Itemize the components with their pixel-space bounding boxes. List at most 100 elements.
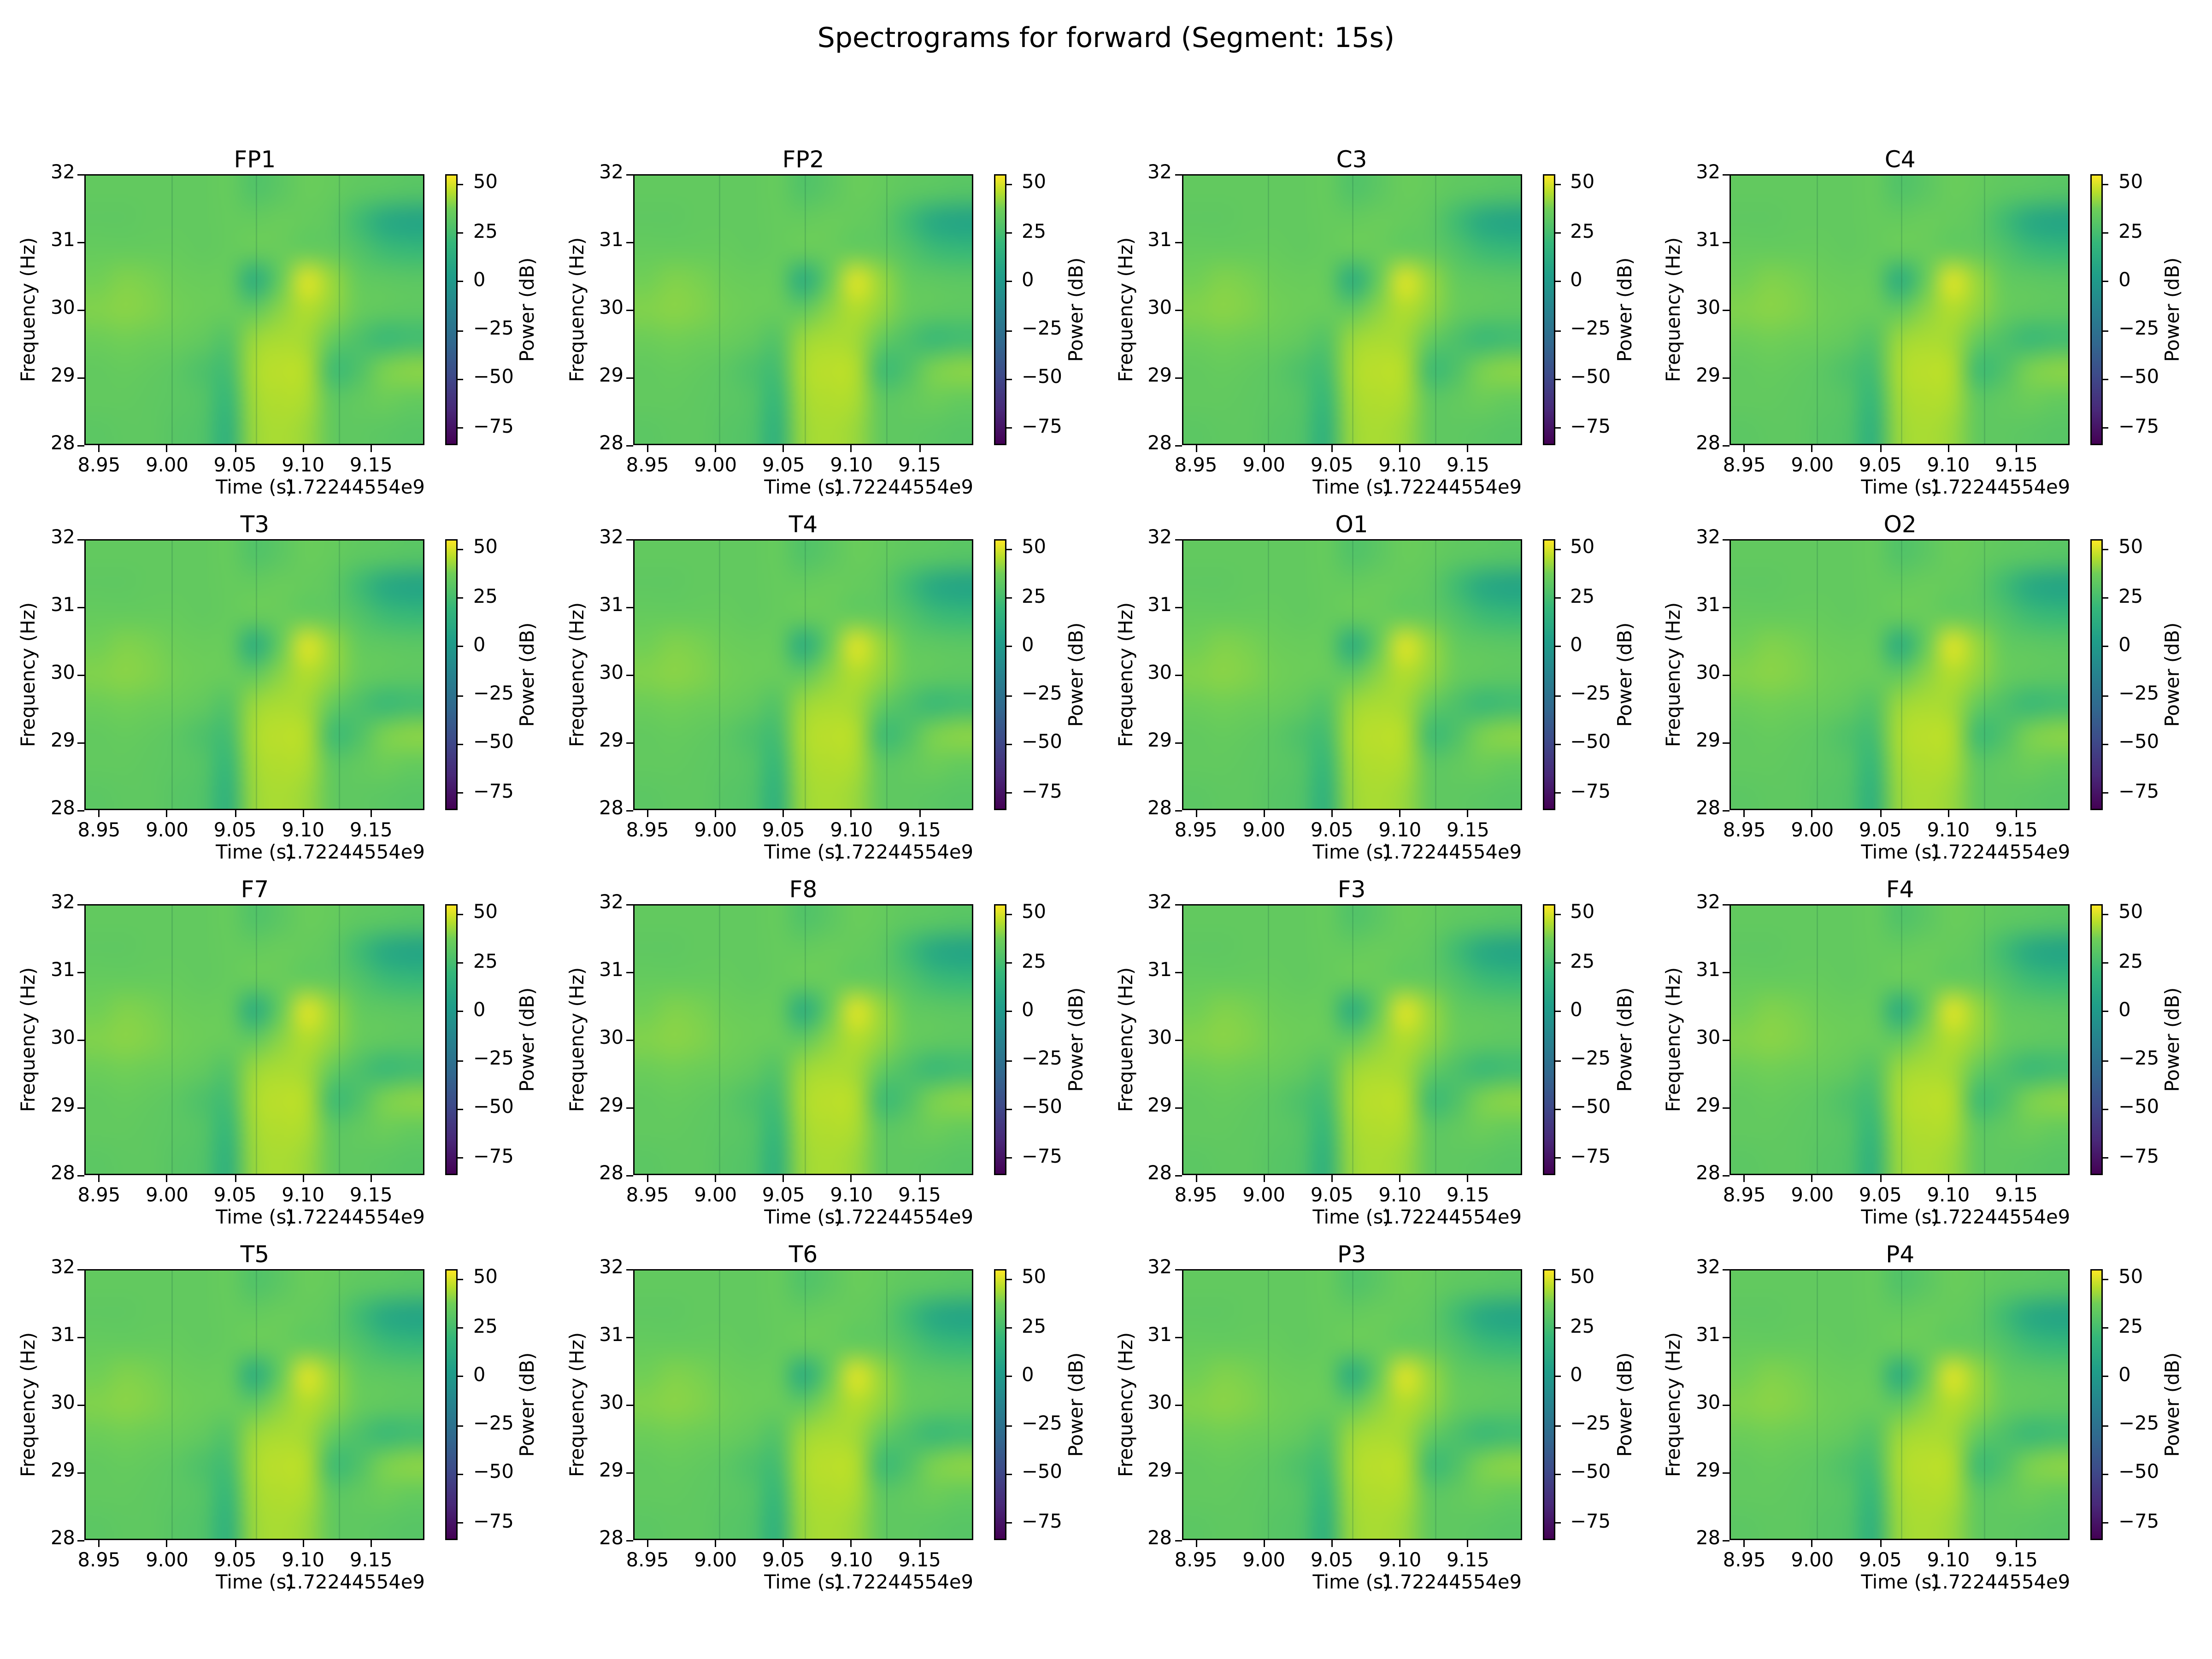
y-tick-label: 28	[1696, 1528, 1721, 1550]
x-tick-mark	[1812, 1540, 1813, 1547]
x-tick-label: 9.00	[1242, 1185, 1286, 1207]
subplot-title: T3	[240, 510, 270, 538]
y-tick-mark	[1723, 309, 1730, 311]
x-tick-mark	[782, 810, 784, 818]
subplot: T3 Frequency (Hz) Time (s) 1.72244554e9 …	[16, 487, 563, 865]
subplot: T6 Frequency (Hz) Time (s) 1.72244554e9 …	[564, 1217, 1112, 1594]
y-tick-mark	[626, 1269, 633, 1271]
x-tick-label: 9.05	[213, 1550, 257, 1572]
subplot-title: F3	[1337, 875, 1366, 903]
y-tick-label: 29	[599, 365, 624, 388]
x-tick-mark	[1399, 445, 1401, 453]
y-tick-label: 28	[50, 798, 75, 820]
colorbar-tick-mark	[1555, 792, 1561, 794]
colorbar-tick-label: 50	[2118, 1267, 2143, 1289]
x-tick-label: 9.10	[1927, 1185, 1970, 1207]
y-tick-label: 31	[599, 1324, 624, 1347]
colorbar-tick-mark	[1006, 1059, 1012, 1061]
x-tick-mark	[1263, 1175, 1265, 1182]
x-tick-mark	[1467, 810, 1469, 818]
y-tick-mark	[1175, 1269, 1182, 1271]
spectrogram-heatmap	[1731, 1271, 2069, 1539]
colorbar-tick-mark	[1555, 1522, 1561, 1524]
colorbar-tick-mark	[1555, 694, 1561, 696]
colorbar-tick-label: 0	[1022, 269, 1034, 292]
y-tick-mark	[1723, 1404, 1730, 1406]
y-tick-label: 32	[1696, 892, 1721, 914]
y-tick-label: 30	[50, 1027, 75, 1050]
y-tick-mark	[1723, 1039, 1730, 1041]
y-tick-mark	[1175, 539, 1182, 541]
y-tick-label: 31	[1696, 229, 1721, 252]
x-tick-label: 9.00	[146, 1550, 188, 1572]
y-tick-mark	[626, 1107, 633, 1109]
x-tick-label: 9.00	[1791, 1185, 1834, 1207]
segment-boundary-line	[338, 906, 340, 1174]
subplot-title: FP2	[782, 145, 824, 173]
y-tick-mark	[1723, 445, 1730, 447]
colorbar	[1542, 904, 1555, 1176]
colorbar-label: Power (dB)	[1614, 988, 1637, 1093]
y-tick-label: 32	[1696, 1257, 1721, 1279]
colorbar-tick-mark	[458, 232, 464, 234]
y-tick-mark	[1175, 1472, 1182, 1474]
x-tick-label: 8.95	[77, 455, 121, 477]
y-tick-mark	[77, 904, 85, 906]
x-tick-mark	[647, 445, 648, 453]
x-tick-label: 9.15	[1447, 820, 1489, 842]
y-tick-label: 30	[1147, 297, 1172, 320]
x-tick-mark	[302, 1540, 304, 1547]
colorbar-tick-label: 0	[473, 999, 486, 1022]
x-tick-label: 9.10	[830, 455, 873, 477]
segment-boundary-line	[1816, 1271, 1818, 1539]
spectrogram-heatmap	[635, 906, 972, 1174]
colorbar	[1542, 539, 1555, 811]
x-axis-label: Time (s)	[1861, 842, 1939, 865]
x-tick-mark	[234, 1540, 236, 1547]
colorbar-tick-mark	[2103, 232, 2109, 234]
colorbar-tick-mark	[1555, 1157, 1561, 1159]
colorbar-tick-label: −50	[1022, 367, 1062, 389]
colorbar-tick-mark	[458, 1327, 464, 1329]
colorbar-tick-label: −50	[1022, 1097, 1062, 1119]
subplot-title: FP1	[234, 145, 276, 173]
subplot: O2 Frequency (Hz) Time (s) 1.72244554e9 …	[1661, 487, 2208, 865]
y-tick-mark	[1723, 1336, 1730, 1338]
x-tick-label: 9.10	[1927, 455, 1970, 477]
x-tick-label: 8.95	[1174, 1185, 1218, 1207]
x-tick-mark	[1812, 810, 1813, 818]
y-tick-label: 31	[1147, 229, 1172, 252]
subplot: FP2 Frequency (Hz) Time (s) 1.72244554e9…	[564, 122, 1112, 500]
x-axis-label: Time (s)	[216, 477, 294, 500]
segment-boundary-line	[719, 541, 721, 809]
x-tick-label: 9.10	[1927, 820, 1970, 842]
subplot: P3 Frequency (Hz) Time (s) 1.72244554e9 …	[1112, 1217, 1660, 1594]
y-tick-label: 32	[1147, 162, 1172, 184]
x-tick-mark	[98, 445, 100, 453]
x-tick-label: 8.95	[1723, 820, 1766, 842]
x-tick-label: 9.15	[1995, 1185, 2038, 1207]
colorbar-tick-label: −75	[1570, 415, 1611, 438]
segment-boundary-line	[719, 1271, 721, 1539]
colorbar-tick-label: −25	[2118, 318, 2159, 341]
plot-area	[1730, 1269, 2071, 1541]
x-tick-mark	[1195, 810, 1197, 818]
x-axis-label: Time (s)	[764, 1207, 842, 1230]
y-tick-label: 30	[1147, 1027, 1172, 1050]
y-tick-label: 28	[599, 433, 624, 455]
x-axis-label: Time (s)	[1312, 477, 1391, 500]
y-tick-label: 30	[599, 297, 624, 320]
colorbar-tick-label: 0	[1022, 1364, 1034, 1387]
y-tick-mark	[77, 1039, 85, 1041]
x-tick-label: 9.00	[1242, 820, 1286, 842]
colorbar-tick-mark	[458, 1522, 464, 1524]
y-tick-mark	[1723, 810, 1730, 812]
x-tick-label: 8.95	[626, 820, 669, 842]
colorbar-tick-mark	[458, 427, 464, 429]
colorbar-label: Power (dB)	[2163, 1353, 2185, 1458]
colorbar-tick-label: −25	[1022, 1048, 1062, 1071]
spectrogram-heatmap	[1731, 176, 2069, 444]
segment-boundary-line	[1983, 541, 1985, 809]
colorbar-tick-label: −50	[473, 367, 514, 389]
